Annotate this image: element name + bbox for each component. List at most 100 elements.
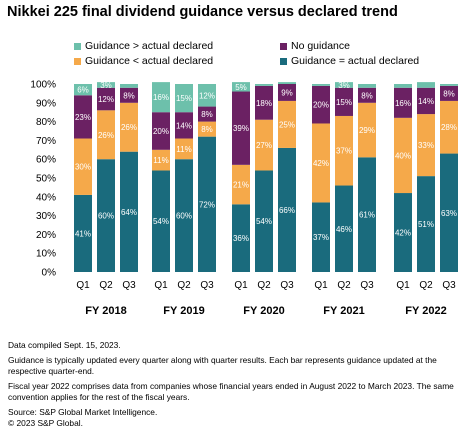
legend-swatch xyxy=(280,42,287,50)
y-tick-label: 80% xyxy=(36,117,56,128)
data-label: 23% xyxy=(75,113,91,122)
data-label: 42% xyxy=(395,229,411,238)
bar-segment xyxy=(152,149,170,171)
data-label: 20% xyxy=(313,101,329,110)
group-label: FY 2021 xyxy=(323,305,364,317)
legend-label: Guidance = actual declared xyxy=(291,55,420,67)
data-label: 18% xyxy=(256,99,272,108)
data-label: 9% xyxy=(281,88,293,97)
bar-segment xyxy=(358,157,376,272)
data-label: 39% xyxy=(233,124,249,133)
data-label: 42% xyxy=(313,159,329,168)
bar-segment xyxy=(278,147,296,272)
x-tick-label: Q3 xyxy=(442,280,456,291)
data-label: 41% xyxy=(75,229,91,238)
bar-segment xyxy=(278,84,296,101)
data-label: 26% xyxy=(98,131,114,140)
y-tick-label: 0% xyxy=(42,268,57,279)
bar-segment xyxy=(175,112,193,139)
data-label: 14% xyxy=(418,97,434,106)
legend-label: No guidance xyxy=(291,40,350,52)
bar-segment xyxy=(335,82,353,88)
bar-segment xyxy=(358,84,376,88)
data-label: 14% xyxy=(176,121,192,130)
data-label: 51% xyxy=(418,220,434,229)
group-label: FY 2019 xyxy=(163,305,204,317)
data-label: 8% xyxy=(201,125,213,134)
note-compiled: Data compiled Sept. 15, 2023. xyxy=(8,340,121,350)
stacked-bar-chart: 0% 10% 20% 30% 40% 50% 60% 70% 80% 90% 100% 41% 30% 2… xyxy=(30,80,458,317)
bar-segment xyxy=(255,170,273,272)
y-tick-label: 30% xyxy=(36,211,56,222)
bar-segment xyxy=(312,202,330,272)
bar-segment xyxy=(278,100,296,148)
data-label: 16% xyxy=(395,99,411,108)
note-guidance: Guidance is typically updated every quar… xyxy=(8,355,437,376)
legend-label: Guidance > actual declared xyxy=(85,40,214,52)
legend-item: No guidance xyxy=(280,40,350,52)
data-label: 40% xyxy=(395,151,411,160)
x-tick-label: Q2 xyxy=(257,280,271,291)
data-label: 37% xyxy=(313,233,329,242)
data-label: 8% xyxy=(201,110,213,119)
bar-segment xyxy=(120,151,138,272)
data-label: 8% xyxy=(123,91,135,100)
x-tick-label: Q2 xyxy=(177,280,191,291)
data-label: 8% xyxy=(443,89,455,98)
bar-segment xyxy=(394,117,412,194)
group-label: FY 2018 xyxy=(85,305,126,317)
bar-segment xyxy=(152,170,170,272)
data-label: 12% xyxy=(98,95,114,104)
x-tick-label: Q1 xyxy=(234,280,248,291)
y-tick-label: 10% xyxy=(36,249,56,260)
bar-segment xyxy=(335,185,353,272)
bar-segment xyxy=(198,136,216,272)
x-tick-label: Q3 xyxy=(280,280,294,291)
bar-segment xyxy=(417,114,435,177)
data-label: 60% xyxy=(176,212,192,221)
bar-segment xyxy=(440,85,458,101)
bar-segment xyxy=(440,84,458,86)
bar-segment xyxy=(232,164,250,205)
data-label: 11% xyxy=(153,156,168,165)
x-tick-label: Q2 xyxy=(99,280,113,291)
data-label: 54% xyxy=(153,217,169,226)
data-label: 29% xyxy=(359,126,375,135)
data-label: 28% xyxy=(441,123,457,132)
bar-segment xyxy=(198,106,216,122)
data-label: 5% xyxy=(235,83,247,92)
bar-segment xyxy=(74,138,92,195)
bar-segment xyxy=(312,84,330,86)
bar-segment xyxy=(74,194,92,272)
legend-swatch xyxy=(280,57,287,65)
y-tick-label: 70% xyxy=(36,136,56,147)
bar-segment xyxy=(97,110,115,160)
bar-segment xyxy=(232,91,250,165)
legend-item: Guidance = actual declared xyxy=(280,55,419,67)
data-label: 20% xyxy=(153,127,169,136)
group-label: FY 2020 xyxy=(243,305,284,317)
x-tick-label: Q3 xyxy=(360,280,374,291)
data-label: 46% xyxy=(336,225,352,234)
data-label: 37% xyxy=(336,147,352,156)
bar-segment xyxy=(152,112,170,150)
data-label: 33% xyxy=(418,141,434,150)
x-tick-label: Q3 xyxy=(200,280,214,291)
bar-segment xyxy=(175,159,193,272)
bar-segment xyxy=(312,123,330,203)
bar-segment xyxy=(440,153,458,272)
x-tick-label: Q2 xyxy=(337,280,351,291)
bar-segment xyxy=(394,84,412,88)
data-label: 27% xyxy=(256,141,272,150)
bar-segment xyxy=(358,87,376,103)
legend-item: Guidance < actual declared xyxy=(74,55,213,67)
bar-segment xyxy=(74,84,92,96)
bar-segment xyxy=(417,87,435,115)
bar-segment xyxy=(232,204,250,272)
data-label: 21% xyxy=(233,181,249,190)
note-source: Source: S&P Global Market Intelligence. xyxy=(8,407,158,417)
note-copyright: © 2023 S&P Global. xyxy=(8,418,83,428)
chart-title: Nikkei 225 final dividend guidance versu… xyxy=(7,4,398,20)
legend-swatch xyxy=(74,57,81,65)
bar-segment xyxy=(97,82,115,88)
